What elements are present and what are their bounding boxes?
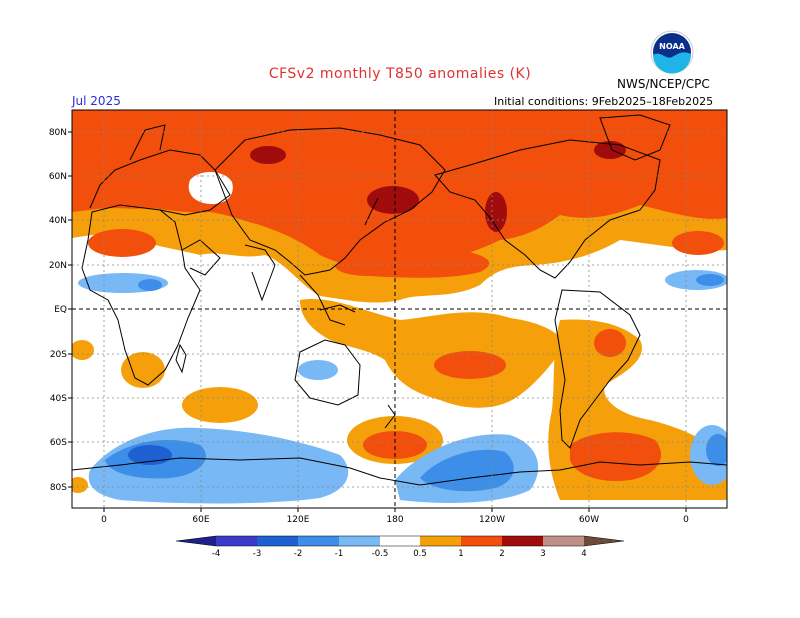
coastline-greenland bbox=[599, 114, 671, 161]
lon-label-120w: 120W bbox=[479, 515, 505, 525]
colorbar-swatch-m1-m05 bbox=[339, 536, 380, 546]
coastline-india bbox=[244, 244, 276, 302]
cold-region-east-atlantic-core bbox=[696, 274, 724, 286]
coastline-europe bbox=[89, 149, 231, 216]
coastline-madagascar bbox=[175, 343, 187, 374]
colorbar-swatch-m4-m3 bbox=[216, 536, 257, 546]
lat-label-60n: 60N bbox=[49, 172, 67, 182]
cold-region-australia bbox=[298, 360, 338, 380]
lat-label-80n: 80N bbox=[49, 128, 67, 138]
colorbar-swatch-p05-p1 bbox=[420, 536, 461, 546]
colorbar-label-minus1: -1 bbox=[335, 549, 343, 559]
colorbar-swatch-p3-p4 bbox=[543, 536, 584, 546]
colorbar-label-minus4: -4 bbox=[212, 549, 220, 559]
colorbar-label-plus2: 2 bbox=[499, 549, 504, 559]
colorbar-label-plus3: 3 bbox=[540, 549, 545, 559]
coastline-arabia bbox=[181, 239, 221, 276]
valid-month: Jul 2025 bbox=[72, 94, 121, 108]
colorbar-label-minus3: -3 bbox=[253, 549, 261, 559]
warm-region-tasman-red bbox=[363, 431, 427, 459]
colorbar-swatch-neutral bbox=[380, 536, 420, 546]
coastline-australia bbox=[294, 339, 361, 406]
lon-label-180: 180 bbox=[386, 515, 403, 525]
coastline-antarctica bbox=[72, 457, 727, 486]
warm-region-south-africa bbox=[121, 352, 165, 388]
lat-label-eq: EQ bbox=[54, 305, 67, 315]
colorbar-swatch-p1-p2 bbox=[461, 536, 502, 546]
neutral-region-central-asia bbox=[188, 171, 233, 205]
warm-region-pacific-band bbox=[335, 248, 490, 278]
colorbar-label-plus05: 0.5 bbox=[413, 549, 427, 559]
cold-region-sahel-core bbox=[138, 279, 162, 291]
noaa-logo-text: NOAA bbox=[659, 42, 685, 51]
graticule bbox=[72, 110, 727, 508]
colorbar-swatch-m3-m2 bbox=[257, 536, 298, 546]
warm-maximum-canada bbox=[594, 141, 626, 159]
warm-region-sahara-east bbox=[672, 231, 724, 255]
lon-label-0-west: 0 bbox=[101, 515, 107, 525]
colorbar-swatch-lt-minus4 bbox=[176, 536, 216, 546]
colorbar-label-minus05: -0.5 bbox=[372, 549, 389, 559]
lon-label-0-east: 0 bbox=[683, 515, 689, 525]
coastline-south-america bbox=[554, 289, 641, 449]
lat-label-20s: 20S bbox=[50, 350, 67, 360]
warm-region-antarctic-coast bbox=[570, 482, 660, 498]
warm-maximum-north-america bbox=[485, 192, 507, 232]
colorbar-swatch-gt-p4 bbox=[584, 536, 624, 546]
chart-title: CFSv2 monthly T850 anomalies (K) bbox=[268, 66, 532, 82]
coastline-africa bbox=[81, 204, 201, 386]
colorbar-label-minus2: -2 bbox=[294, 549, 302, 559]
colorbar-swatch-m2-m1 bbox=[298, 536, 339, 546]
lat-label-80s: 80S bbox=[50, 483, 67, 493]
warm-region-indian-ocean bbox=[182, 387, 258, 423]
coastline-scandinavia bbox=[129, 124, 166, 161]
colorbar-label-plus1: 1 bbox=[458, 549, 463, 559]
warm-region-south-pacific bbox=[300, 299, 565, 408]
lon-label-60w: 60W bbox=[579, 515, 599, 525]
lon-label-60e: 60E bbox=[192, 515, 209, 525]
warm-region-sahara bbox=[88, 229, 156, 257]
colorbar-label-plus4: 4 bbox=[581, 549, 586, 559]
colorbar bbox=[175, 535, 625, 547]
warm-region-south-atlantic-red bbox=[570, 432, 662, 481]
lon-label-120e: 120E bbox=[287, 515, 310, 525]
noaa-logo-icon: NOAA bbox=[650, 30, 694, 74]
colorbar-swatch-p2-p3 bbox=[502, 536, 543, 546]
warm-region-west-africa-coast bbox=[72, 340, 94, 360]
warm-maximum-siberia bbox=[250, 146, 286, 164]
coastline-asia bbox=[214, 127, 446, 276]
cold-region-weddell-core bbox=[706, 434, 727, 466]
cold-region-southern-ocean-pacific-mid bbox=[420, 449, 514, 492]
warm-region-antarctic-west bbox=[72, 477, 88, 493]
initial-conditions: Initial conditions: 9Feb2025–18Feb2025 bbox=[494, 95, 714, 108]
lat-label-40n: 40N bbox=[49, 216, 67, 226]
lat-label-40s: 40S bbox=[50, 394, 67, 404]
coastline-southeast-asia bbox=[299, 274, 356, 326]
warm-region-south-pacific-red bbox=[434, 351, 506, 379]
agency-label: NWS/NCEP/CPC bbox=[617, 77, 710, 91]
warm-region-brazil bbox=[594, 329, 626, 357]
lat-label-20n: 20N bbox=[49, 261, 67, 271]
warm-maximum-north-pacific bbox=[367, 186, 419, 214]
lat-label-60s: 60S bbox=[50, 438, 67, 448]
